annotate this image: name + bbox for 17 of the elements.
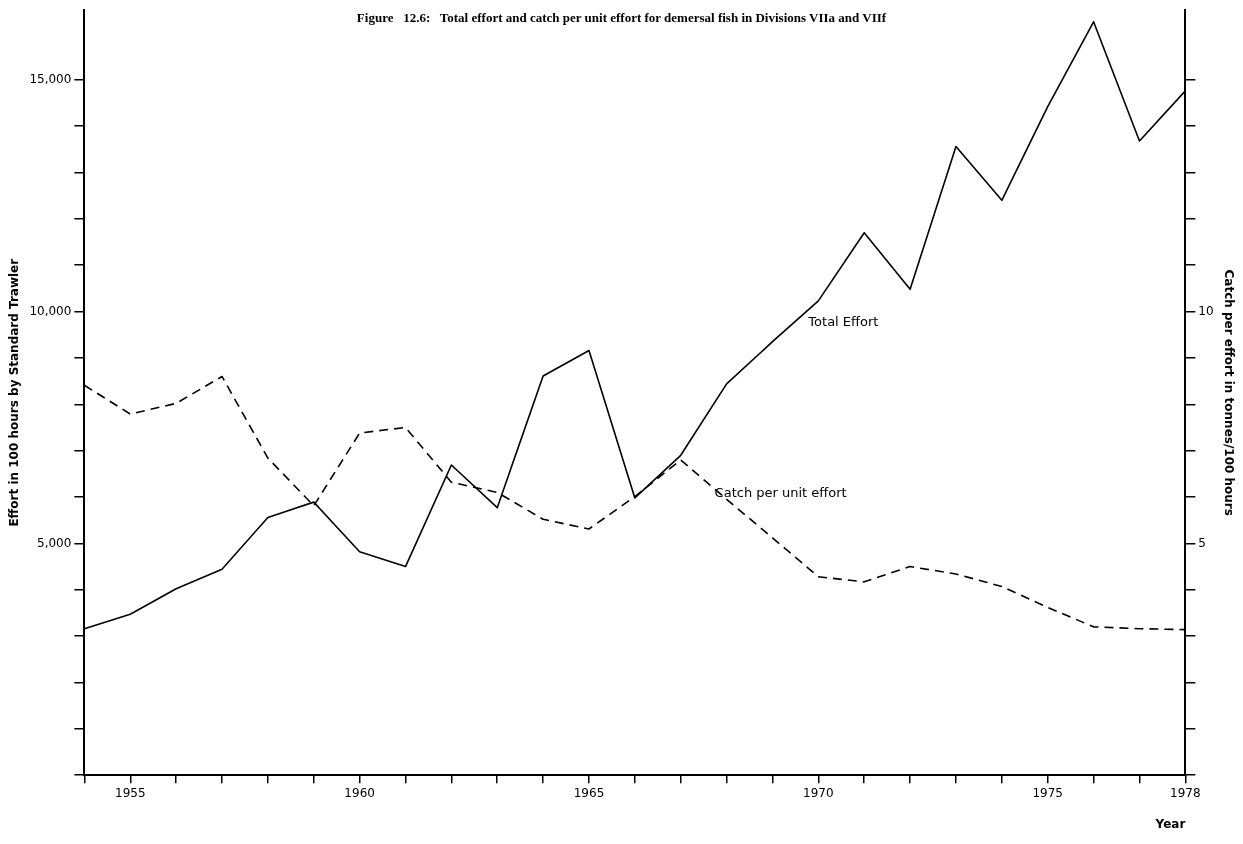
x-axis-title: Year [1154,816,1186,831]
x-tick-label: 1965 [573,785,605,800]
chart-title: Figure 12.6: Total effort and catch per unit effort for demersal fish in Divisions VIIa and VIIf [355,10,888,26]
y-tick-label: 10,000 [29,303,72,318]
x-tick-label: 1978 [1170,785,1201,800]
series-label: Catch per unit effort [714,484,847,500]
y2-tick-label: 10 [1198,303,1214,318]
x-tick-label: 1955 [114,785,146,800]
series-label: Total Effort [807,314,879,330]
x-tick-label: 1970 [803,785,834,800]
y2-axis-title: Catch per effort in tonnes/100 hours [1221,269,1236,516]
y2-tick-label: 5 [1198,535,1206,550]
y-tick-label: 15,000 [29,71,72,86]
x-tick-label: 1960 [344,785,375,800]
y-axis-title: Effort in 100 hours by Standard Trawler [7,258,22,527]
y-tick-label: 5,000 [37,535,72,550]
x-tick-label: 1975 [1032,785,1063,800]
